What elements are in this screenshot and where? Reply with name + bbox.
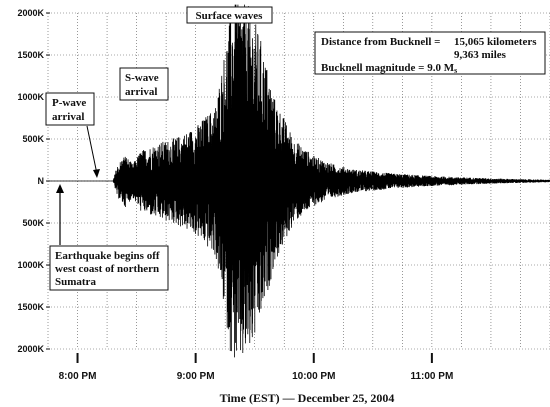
x-tick-label: 8:00 PM [59, 371, 97, 382]
y-axis-ticks: 2000K 1500K 1000K 500K N 500K 1000K 1500K 2000K [17, 8, 50, 354]
quake-label-line1: Earthquake begins off [55, 250, 160, 262]
y-tick-label: N [38, 176, 45, 186]
s-wave-box [119, 67, 169, 101]
s-wave-label-line1: S-wave [125, 72, 159, 84]
y-tick-label: 500K [22, 218, 44, 228]
x-tick-label: 10:00 PM [292, 371, 335, 382]
x-axis-ticks: 8:00 PM 9:00 PM 10:00 PM 11:00 PM [59, 353, 453, 382]
x-tick-label: 9:00 PM [177, 371, 215, 382]
quake-arrow-head [56, 184, 64, 193]
quake-label-line3: Sumatra [55, 276, 96, 288]
y-tick-label: 2000K [17, 344, 44, 354]
p-wave-label-line2: arrival [52, 111, 84, 123]
info-distance-km: 15,065 kilometers [454, 36, 537, 48]
surface-waves-label: Surface waves [196, 10, 264, 22]
info-magnitude: Bucknell magnitude = 9.0 Ms [321, 62, 457, 75]
y-tick-label: 500K [22, 134, 44, 144]
y-tick-label: 1500K [17, 302, 44, 312]
surface-waves-box [186, 6, 273, 24]
p-wave-arrow-line [86, 125, 98, 175]
info-box [314, 31, 546, 75]
info-magnitude-text: Bucknell magnitude = 9.0 M [321, 62, 455, 74]
info-magnitude-subscript: s [454, 66, 457, 75]
p-wave-label-line1: P-wave [52, 97, 86, 109]
s-wave-label-line2: arrival [125, 86, 157, 98]
info-distance-label: Distance from Bucknell = [321, 36, 440, 48]
p-wave-box [45, 92, 95, 126]
quake-box [49, 245, 169, 291]
quake-label-line2: west coast of northern [55, 263, 159, 275]
info-distance-miles: 9,363 miles [454, 49, 507, 61]
seismic-trace [48, 4, 550, 358]
x-axis-title: Time (EST) — December 25, 2004 [220, 391, 395, 405]
y-tick-label: 2000K [17, 8, 44, 18]
y-tick-label: 1500K [17, 50, 44, 60]
p-wave-arrow-head [93, 169, 100, 178]
y-tick-label: 1000K [17, 92, 44, 102]
y-tick-label: 1000K [17, 260, 44, 270]
x-tick-label: 11:00 PM [410, 371, 453, 382]
